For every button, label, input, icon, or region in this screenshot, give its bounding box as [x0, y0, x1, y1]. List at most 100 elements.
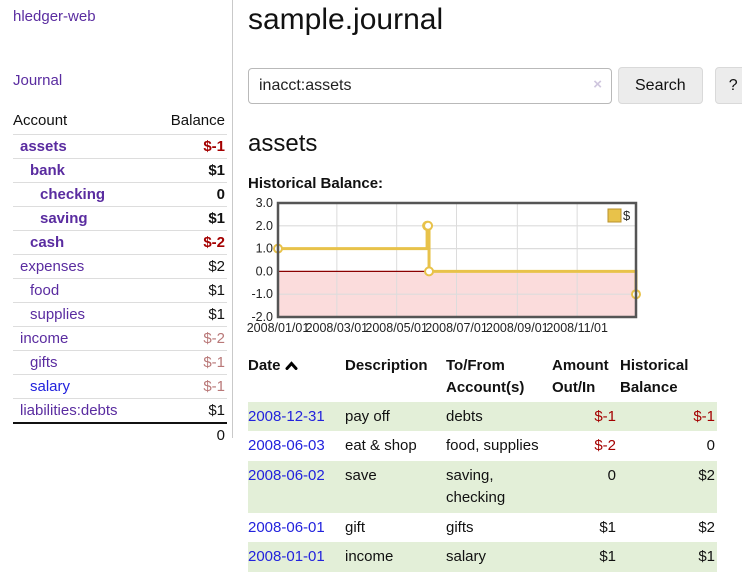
svg-text:2008/07/01: 2008/07/01 — [425, 321, 488, 335]
account-balance: $-1 — [152, 374, 227, 399]
svg-text:2008/09/01: 2008/09/01 — [486, 321, 549, 335]
sidebar: hledger-web Journal Account Balance asse… — [0, 0, 233, 447]
account-row: saving $1 — [13, 206, 227, 231]
register-row: 2008-01-01 income salary $1 $1 — [248, 542, 717, 572]
register-header-row: Date Description To/From Account(s) Amou… — [248, 353, 717, 402]
transaction-description: save — [345, 467, 377, 484]
account-balance: $1 — [152, 158, 227, 183]
svg-text:0.0: 0.0 — [256, 264, 273, 278]
transaction-date-link[interactable]: 2008-06-02 — [248, 467, 325, 484]
account-row: checking 0 — [13, 182, 227, 207]
svg-text:-1.0: -1.0 — [251, 287, 273, 301]
transaction-description: eat & shop — [345, 437, 417, 455]
accounts-header-row: Account Balance — [13, 110, 227, 135]
svg-text:2008/03/01: 2008/03/01 — [306, 321, 369, 335]
register-header-date-label: Date — [248, 357, 281, 374]
account-balance: $-1 — [152, 350, 227, 375]
account-link-expenses[interactable]: expenses — [20, 258, 85, 275]
transaction-amount: $1 — [599, 518, 616, 536]
main-content: sample.journal × Search ? assets Histori… — [233, 0, 742, 572]
transaction-balance: $-1 — [693, 407, 715, 425]
account-link-salary[interactable]: salary — [30, 378, 71, 395]
account-link-saving[interactable]: saving — [40, 210, 88, 227]
register-header-description: Description — [345, 357, 428, 374]
transaction-date-link[interactable]: 2008-06-03 — [248, 437, 325, 455]
svg-text:2008/01/01: 2008/01/01 — [247, 321, 310, 335]
transaction-date-link[interactable]: 2008-06-01 — [248, 518, 325, 536]
transaction-accounts: salary — [446, 548, 487, 566]
account-balance: $-2 — [152, 230, 227, 255]
svg-text:2008/11/01: 2008/11/01 — [546, 321, 608, 335]
account-row: gifts $-1 — [13, 350, 227, 375]
sidebar-item-journal[interactable]: Journal — [13, 72, 63, 89]
brand-link[interactable]: hledger-web — [13, 8, 96, 25]
account-row: salary $-1 — [13, 374, 227, 399]
transaction-accounts: saving, checking — [446, 467, 506, 506]
accounts-total-row: 0 — [13, 422, 227, 447]
account-link-bank[interactable]: bank — [30, 162, 66, 179]
search-form: × Search ? — [248, 67, 742, 104]
accounts-total: 0 — [152, 422, 227, 447]
register-row: 2008-06-03 eat & shop food, supplies $-2… — [248, 431, 717, 461]
account-link-checking[interactable]: checking — [40, 186, 106, 203]
svg-text:3.0: 3.0 — [256, 196, 273, 210]
account-link-assets[interactable]: assets — [20, 138, 67, 155]
transaction-description: income — [345, 548, 394, 566]
register-header-balance: Historical Balance — [620, 357, 689, 396]
transaction-balance: $1 — [698, 548, 715, 566]
svg-text:1.0: 1.0 — [256, 242, 273, 256]
account-link-gifts[interactable]: gifts — [30, 354, 58, 371]
register-row: 2008-06-01 gift gifts $1 $2 — [248, 513, 717, 543]
account-balance: $1 — [152, 398, 227, 423]
account-row: food $1 — [13, 278, 227, 303]
account-row: bank $1 — [13, 158, 227, 183]
transaction-amount: $1 — [599, 548, 616, 566]
transaction-balance: 0 — [706, 437, 715, 455]
clear-search-icon[interactable]: × — [593, 75, 602, 93]
account-balance: $2 — [152, 254, 227, 279]
transaction-amount: 0 — [607, 467, 616, 484]
transaction-balance: $2 — [698, 518, 715, 536]
account-balance: $1 — [152, 206, 227, 231]
sort-asc-icon — [285, 361, 298, 370]
svg-text:2008/05/01: 2008/05/01 — [365, 321, 428, 335]
account-row: liabilities:debts $1 — [13, 398, 227, 423]
account-row: expenses $2 — [13, 254, 227, 279]
transaction-date-link[interactable]: 2008-12-31 — [248, 407, 325, 425]
register-header-date[interactable]: Date — [248, 353, 345, 402]
transaction-accounts: food, supplies — [446, 437, 539, 455]
transaction-description: gift — [345, 518, 366, 536]
transaction-date-link[interactable]: 2008-01-01 — [248, 548, 325, 566]
accounts-header-balance: Balance — [170, 112, 225, 129]
transaction-balance: $2 — [698, 467, 715, 484]
register-row: 2008-12-31 pay off debts $-1 $-1 — [248, 401, 717, 432]
transaction-amount: $-2 — [594, 437, 616, 455]
search-input[interactable] — [248, 67, 612, 104]
account-balance: $-2 — [152, 326, 227, 351]
account-row: assets $-1 — [13, 134, 227, 159]
account-link-supplies[interactable]: supplies — [30, 306, 86, 323]
search-button[interactable]: Search — [618, 67, 703, 104]
transaction-description: pay off — [345, 407, 390, 425]
account-row: income $-2 — [13, 326, 227, 351]
account-link-cash[interactable]: cash — [30, 234, 65, 251]
account-link-income[interactable]: income — [20, 330, 69, 347]
svg-text:2.0: 2.0 — [256, 219, 273, 233]
account-link-liabilities-debts[interactable]: liabilities:debts — [20, 402, 118, 419]
register-table: Date Description To/From Account(s) Amou… — [248, 353, 717, 572]
account-row: cash $-2 — [13, 230, 227, 255]
register-header-amount: Amount Out/In — [552, 357, 609, 396]
account-balance: $1 — [152, 278, 227, 303]
account-balance: $1 — [152, 302, 227, 327]
account-balance: 0 — [152, 182, 227, 207]
transaction-accounts: debts — [446, 407, 483, 425]
svg-text:-2.0: -2.0 — [251, 310, 273, 324]
transaction-amount: $-1 — [594, 407, 616, 425]
help-button[interactable]: ? — [714, 67, 742, 104]
account-balance: $-1 — [152, 134, 227, 159]
accounts-table: Account Balance assets $-1 bank $1 check… — [13, 110, 227, 447]
register-header-accounts: To/From Account(s) — [446, 357, 525, 396]
balance-chart-svg: $3.0 2.0 1.0 0.0 -1.0 -2.02008/01/012008/03/0… — [247, 196, 641, 335]
chart-title: Historical Balance: — [248, 175, 384, 192]
account-link-food[interactable]: food — [30, 282, 60, 299]
